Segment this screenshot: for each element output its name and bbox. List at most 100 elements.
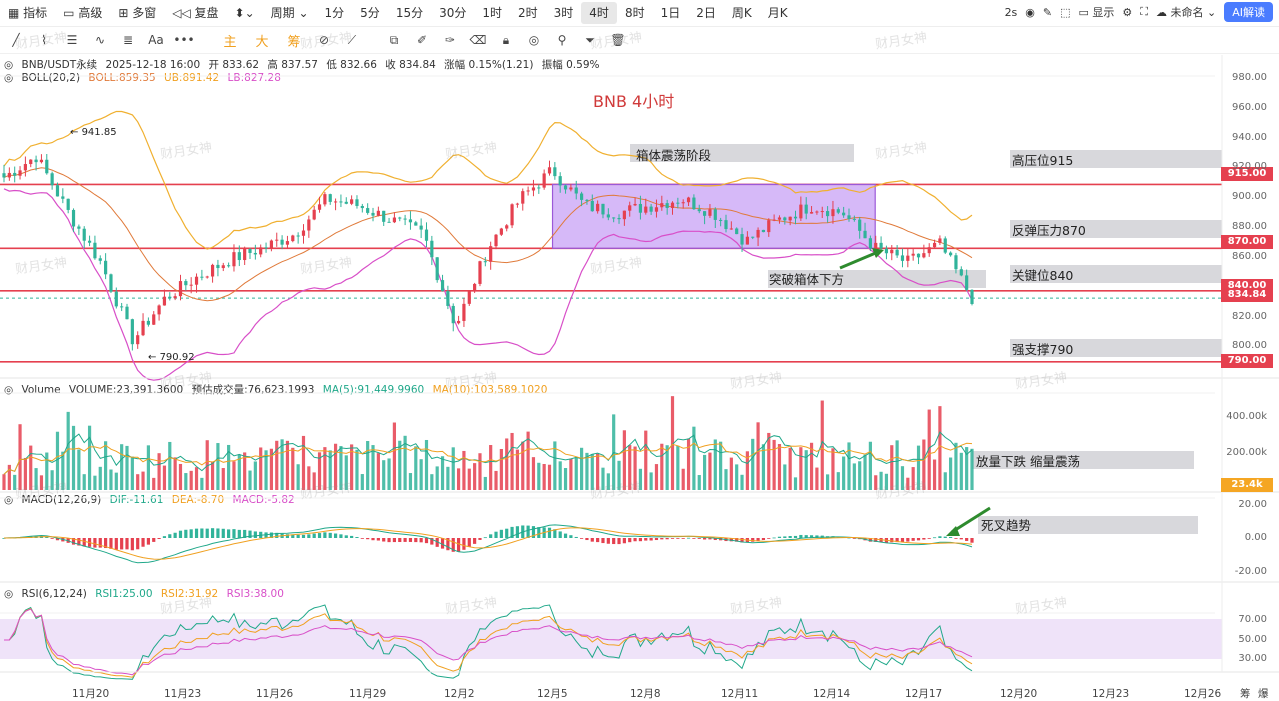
- tf-1m[interactable]: 1分: [324, 6, 345, 20]
- macd-histogram-bar: [146, 538, 150, 545]
- candle-body: [686, 197, 691, 203]
- eye-icon[interactable]: ◎: [528, 33, 540, 47]
- macd-histogram-bar: [590, 538, 594, 542]
- eye-icon[interactable]: ◎: [4, 588, 14, 600]
- horizontal-line-icon[interactable]: ⌇: [41, 33, 47, 47]
- candle-body: [820, 211, 824, 213]
- eraser-icon[interactable]: ⌫: [469, 33, 487, 47]
- tf-8h[interactable]: 8时: [624, 6, 645, 20]
- chip-toggle[interactable]: 筹: [1240, 688, 1251, 700]
- eye-icon[interactable]: ◎: [4, 72, 14, 84]
- candle-body: [526, 190, 530, 192]
- pencil-icon[interactable]: ✐: [416, 33, 428, 47]
- advanced-button[interactable]: ▭ 高级: [63, 6, 103, 20]
- draw-main[interactable]: 主: [223, 34, 237, 50]
- macd-histogram-bar: [697, 538, 701, 539]
- tf-4h[interactable]: 4时: [581, 2, 617, 24]
- indicator-button[interactable]: ▦ 指标: [8, 6, 48, 20]
- volume-bar: [285, 440, 290, 490]
- volume-ma10: [3, 442, 973, 475]
- macd-histogram-bar: [398, 538, 402, 543]
- refresh-interval[interactable]: 2s: [1004, 5, 1018, 19]
- display-button[interactable]: ▭ 显示: [1078, 6, 1115, 19]
- trendline-icon[interactable]: ╱: [12, 33, 20, 47]
- fullscreen-exit-icon[interactable]: ⬚: [1060, 5, 1071, 19]
- replay-button[interactable]: ◁◁ 复盘: [172, 6, 219, 20]
- volume-bar: [761, 444, 766, 490]
- macd-histogram-bar: [499, 529, 503, 538]
- tf-2h[interactable]: 2时: [518, 6, 538, 20]
- burst-toggle[interactable]: 爆: [1258, 688, 1269, 700]
- macd-histogram-bar: [424, 538, 429, 544]
- camera-icon[interactable]: ◉: [1025, 5, 1035, 19]
- tf-1h[interactable]: 1时: [482, 6, 503, 20]
- tf-1d[interactable]: 1日: [660, 6, 681, 20]
- candle-body: [756, 229, 760, 238]
- tf-5m[interactable]: 5分: [360, 6, 380, 20]
- eye-icon[interactable]: ◎: [4, 384, 14, 396]
- trash-icon[interactable]: 🗑︎: [610, 33, 626, 47]
- copy-icon[interactable]: ⧉: [389, 32, 399, 47]
- macd-histogram-bar: [275, 532, 279, 538]
- magnet-icon[interactable]: ⊘: [318, 33, 330, 47]
- eye-icon[interactable]: ◎: [4, 494, 14, 506]
- volume-bar: [489, 445, 493, 490]
- more-icon[interactable]: •••: [173, 33, 195, 47]
- text-icon[interactable]: Aa: [148, 33, 164, 47]
- volume-bar: [970, 448, 974, 490]
- resistance-915-label: 高压位915: [1012, 153, 1074, 168]
- volume-bar: [50, 470, 54, 490]
- candle-body: [13, 172, 17, 176]
- chart-type-button[interactable]: ⬍⌄: [234, 6, 255, 20]
- draw-big[interactable]: 大: [255, 34, 269, 50]
- volume-bar: [954, 442, 958, 490]
- gear-icon[interactable]: ⚙: [1122, 5, 1133, 19]
- tf-week[interactable]: 周K: [731, 6, 752, 20]
- candle-body: [489, 246, 493, 262]
- volume-bar: [793, 477, 798, 490]
- volume-bar: [66, 411, 70, 490]
- layout-dropdown[interactable]: ☁ 未命名 ⌄: [1156, 6, 1217, 19]
- link-icon[interactable]: ⚲: [557, 33, 567, 47]
- macd-histogram-bar: [890, 538, 894, 543]
- fib-icon[interactable]: ≣: [122, 33, 134, 47]
- expand-icon[interactable]: ⛶: [1140, 5, 1148, 18]
- candle-body: [900, 255, 905, 261]
- lock-icon[interactable]: 🔒︎: [502, 32, 510, 47]
- boll-middle-line: [3, 167, 973, 302]
- volume-bar: [136, 474, 140, 490]
- edit-icon[interactable]: ✎: [1042, 5, 1053, 19]
- macd-histogram-bar: [333, 533, 338, 538]
- candle-body: [312, 209, 316, 220]
- macd-histogram-bar: [927, 538, 931, 539]
- candle-body: [387, 221, 391, 223]
- menu-icon[interactable]: ☰: [66, 33, 78, 47]
- wave-icon[interactable]: ∿: [94, 33, 106, 47]
- brush-icon[interactable]: ✑: [444, 33, 456, 47]
- candle-body: [50, 173, 54, 186]
- candle-body: [435, 257, 439, 281]
- volume-bar: [162, 465, 167, 490]
- ruler-icon[interactable]: ⟋: [347, 32, 357, 47]
- macd-histogram-bar: [537, 527, 541, 538]
- tf-15m[interactable]: 15分: [395, 6, 424, 20]
- volume-bar: [307, 466, 311, 490]
- tf-2d[interactable]: 2日: [696, 6, 716, 20]
- macd-histogram-bar: [633, 538, 637, 542]
- filter-icon[interactable]: ⏷: [585, 32, 595, 47]
- candle-body: [943, 238, 947, 253]
- draw-chip[interactable]: 筹: [287, 34, 301, 50]
- macd-histogram-bar: [360, 538, 364, 539]
- ai-analysis-button[interactable]: AI解读: [1224, 2, 1273, 22]
- boll-info: ◎ BOLL(20,2) BOLL:859.35 UB:891.42 LB:82…: [4, 72, 281, 84]
- multi-window-button[interactable]: ⊞ 多窗: [118, 6, 157, 20]
- eye-icon[interactable]: ◎: [4, 59, 14, 71]
- low-marker: ← 790.92: [148, 352, 195, 363]
- period-dropdown[interactable]: 周期 ⌄: [270, 6, 309, 20]
- macd-histogram-bar: [446, 538, 450, 551]
- tf-3h[interactable]: 3时: [553, 6, 574, 20]
- tf-month[interactable]: 月K: [767, 6, 788, 20]
- tf-30m[interactable]: 30分: [439, 6, 467, 20]
- x-tick: 12月8: [630, 688, 661, 700]
